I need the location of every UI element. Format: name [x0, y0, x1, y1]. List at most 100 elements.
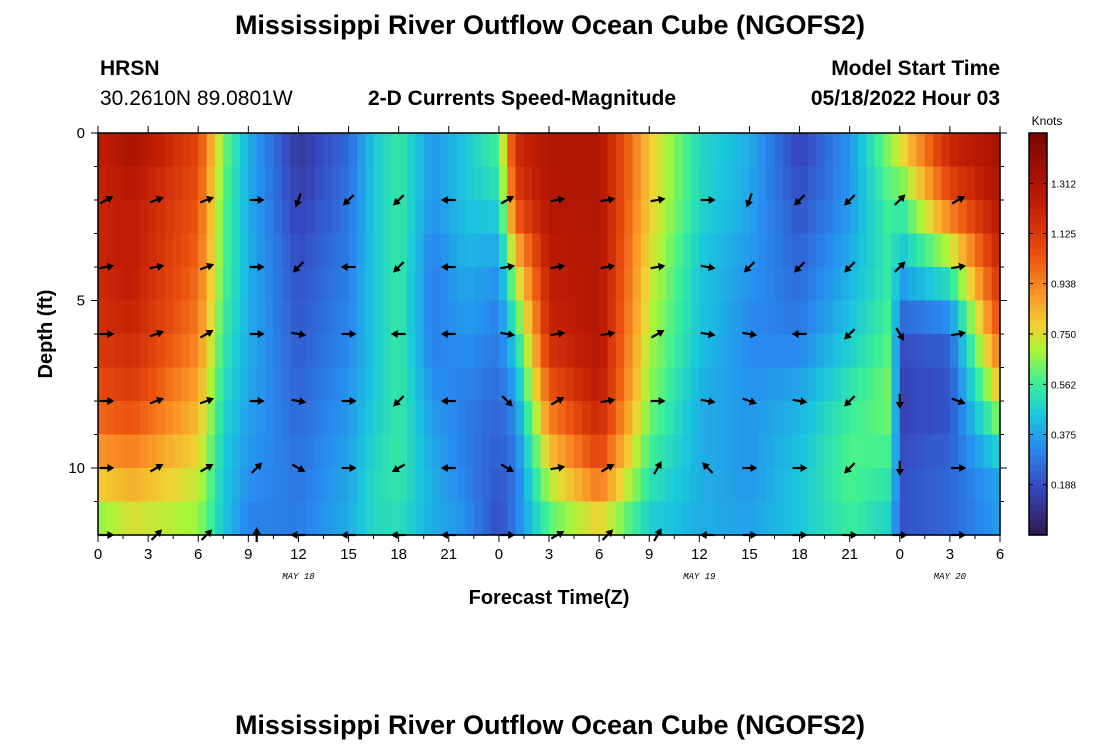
heatmap-cell — [933, 468, 943, 503]
heatmap-cell — [624, 501, 634, 536]
heatmap-cell — [565, 166, 575, 201]
heatmap-cell — [281, 334, 291, 369]
heatmap-cell — [883, 434, 893, 469]
heatmap-cell — [248, 401, 258, 436]
heatmap-cell — [131, 267, 141, 302]
x-tick-label: 21 — [440, 546, 457, 563]
heatmap-cell — [281, 133, 291, 168]
colorbar-segment — [1029, 278, 1047, 285]
heatmap-cell — [398, 200, 408, 235]
current-arrow — [653, 528, 662, 542]
heatmap-cell — [732, 334, 742, 369]
heatmap-cell — [540, 166, 550, 201]
heatmap-cell — [674, 300, 684, 335]
heatmap-cell — [549, 501, 558, 536]
heatmap-cell — [348, 200, 358, 235]
heatmap-cell — [682, 300, 692, 335]
heatmap-cell — [991, 401, 1001, 436]
heatmap-cell — [941, 267, 951, 302]
heatmap-cell — [381, 367, 391, 402]
colorbar-segment — [1029, 419, 1047, 426]
heatmap-cell — [214, 200, 224, 235]
heatmap-cell — [248, 233, 258, 268]
heatmap-cell — [482, 334, 492, 369]
heatmap-cell — [707, 233, 717, 268]
heatmap-cell — [306, 334, 316, 369]
heatmap-cell — [941, 334, 951, 369]
heatmap-cell — [515, 267, 525, 302]
heatmap-cell — [949, 200, 959, 235]
heatmap-cell — [916, 334, 926, 369]
heatmap-cell — [123, 200, 133, 235]
heatmap-cell — [582, 133, 592, 168]
heatmap-cell — [523, 334, 533, 369]
heatmap-cell — [448, 334, 458, 369]
heatmap-cell — [148, 401, 158, 436]
heatmap-cell — [557, 434, 567, 469]
heatmap-cell — [941, 434, 951, 469]
heatmap-cell — [858, 367, 867, 402]
heatmap-cell — [432, 233, 442, 268]
heatmap-cell — [632, 434, 642, 469]
heatmap-cell — [891, 367, 901, 402]
heatmap-cell — [699, 133, 709, 168]
heatmap-cell — [565, 133, 575, 168]
heatmap-cell — [407, 401, 416, 436]
heatmap-cell — [206, 200, 216, 235]
heatmap-cell — [532, 233, 542, 268]
heatmap-cell — [807, 434, 817, 469]
heatmap-cell — [858, 334, 867, 369]
heatmap-cell — [265, 367, 274, 402]
heatmap-cell — [356, 501, 366, 536]
heatmap-cell — [473, 401, 483, 436]
heatmap-cell — [164, 334, 174, 369]
heatmap-cell — [189, 501, 199, 536]
heatmap-cell — [515, 501, 525, 536]
heatmap-cell — [682, 401, 692, 436]
heatmap-cell — [749, 468, 759, 503]
heatmap-cell — [265, 200, 274, 235]
heatmap-cell — [791, 233, 801, 268]
colorbar-segment — [1029, 499, 1047, 506]
heatmap-cell — [540, 468, 550, 503]
x-tick-label: 15 — [741, 546, 758, 563]
current-arrow — [895, 327, 904, 341]
heatmap-cell — [716, 166, 725, 201]
heatmap-cell — [640, 401, 650, 436]
heatmap-cell — [807, 401, 817, 436]
heatmap-cell — [540, 267, 550, 302]
colorbar-segment — [1029, 529, 1047, 536]
heatmap-cell — [757, 200, 767, 235]
heatmap-cell — [832, 401, 842, 436]
heatmap-cell — [465, 233, 475, 268]
heatmap-cell — [858, 233, 867, 268]
heatmap-cell — [306, 501, 316, 536]
heatmap-cell — [457, 133, 467, 168]
heatmap-cell — [373, 501, 383, 536]
heatmap-cell — [290, 200, 300, 235]
heatmap-cell — [390, 501, 400, 536]
heatmap-cell — [381, 434, 391, 469]
heatmap-cell — [206, 334, 216, 369]
heatmap-cell — [473, 233, 483, 268]
heatmap-cell — [607, 267, 617, 302]
heatmap-cell — [340, 300, 350, 335]
heatmap-cell — [665, 434, 675, 469]
heatmap-cell — [331, 401, 341, 436]
heatmap-cell — [866, 401, 876, 436]
heatmap-cell — [206, 166, 216, 201]
heatmap-cell — [824, 200, 834, 235]
heatmap-cell — [298, 367, 308, 402]
heatmap-cell — [365, 367, 375, 402]
current-arrow — [500, 262, 516, 271]
heatmap-cell — [607, 233, 617, 268]
heatmap-cell — [657, 367, 667, 402]
heatmap-cell — [624, 166, 634, 201]
heatmap-cell — [231, 367, 241, 402]
heatmap-cell — [189, 166, 199, 201]
heatmap-cell — [991, 200, 1001, 235]
heatmap-cell — [665, 468, 675, 503]
heatmap-cell — [381, 501, 391, 536]
heatmap-cell — [732, 233, 742, 268]
